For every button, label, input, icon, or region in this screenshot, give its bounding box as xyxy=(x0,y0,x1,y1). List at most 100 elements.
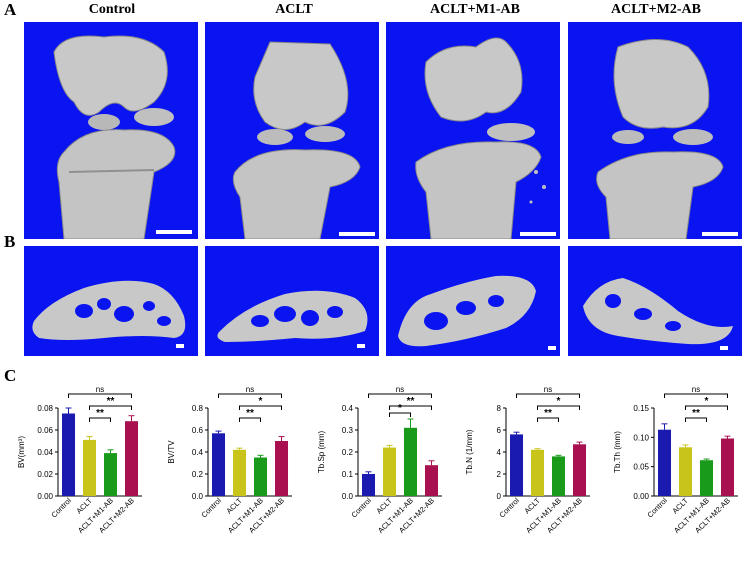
y-tick-label: 0.02 xyxy=(37,470,53,479)
bar-chart-tbsp: 0.0 0.1 0.2 0.3 0.4 Tb.Sp (mm) Control ACLT ACLT… xyxy=(300,378,450,561)
category-label: Control xyxy=(49,496,73,520)
category-label: Control xyxy=(645,496,669,520)
bar xyxy=(274,441,289,496)
bar-chart-tbn: 0 2 4 6 8 Tb.N (1/mm) Control ACLT ACLT+M1-AB ACL… xyxy=(448,378,598,561)
significance-label: ** xyxy=(544,408,552,419)
significance-label: ** xyxy=(692,408,700,419)
category-label: Control xyxy=(199,496,223,520)
y-axis-label: Tb.Sp (mm) xyxy=(317,431,326,474)
group-title-aclt-m1: ACLT+M1-AB xyxy=(430,2,520,17)
knee-render-aclt-m1 xyxy=(386,22,560,239)
bar xyxy=(382,447,397,496)
bar xyxy=(720,438,735,496)
bar-chart-bv: 0.00 0.02 0.04 0.06 0.08 BV(mm³) Control ACLT AC… xyxy=(0,378,150,561)
bar xyxy=(678,447,693,496)
significance-bracket xyxy=(389,412,411,417)
significance-label: * xyxy=(259,396,263,407)
y-axis-label: BV/TV xyxy=(167,440,176,464)
section-render-control xyxy=(24,246,198,356)
knee-render-aclt xyxy=(205,22,379,239)
significance-bracket xyxy=(368,393,432,398)
y-tick-label: 0.2 xyxy=(192,470,204,479)
bar xyxy=(124,421,139,496)
significance-bracket xyxy=(239,417,261,422)
y-tick-label: 0.15 xyxy=(633,404,649,413)
bar-chart-tbth: 0.00 0.05 0.10 0.15 Tb.Th (mm) Control ACLT ACL… xyxy=(596,378,745,561)
bar xyxy=(211,433,226,496)
y-tick-label: 0.1 xyxy=(342,470,354,479)
scale-bar xyxy=(176,344,184,348)
significance-bracket xyxy=(389,405,432,410)
significance-label: ** xyxy=(107,396,115,407)
bar xyxy=(82,439,97,496)
significance-label: ** xyxy=(96,408,104,419)
bar xyxy=(253,457,268,496)
scale-bar xyxy=(339,232,375,236)
scale-bar xyxy=(702,232,738,236)
bar-chart-tbsp-svg: 0.00.10.20.30.4Tb.Sp (mm)Control ACLTACLT… xyxy=(317,385,442,535)
y-axis-label: Tb.Th (mm) xyxy=(613,431,622,473)
significance-bracket xyxy=(89,405,132,410)
bar xyxy=(424,465,439,496)
y-tick-label: 0.8 xyxy=(192,404,204,413)
significance-label: ns xyxy=(246,385,254,394)
y-tick-label: 0.10 xyxy=(633,433,649,442)
bar xyxy=(572,444,587,496)
group-title-control: Control xyxy=(88,2,136,17)
scale-bar xyxy=(720,346,728,350)
y-tick-label: 0.04 xyxy=(37,448,53,457)
y-tick-label: 0.05 xyxy=(633,463,649,472)
significance-label: ** xyxy=(246,408,254,419)
significance-bracket xyxy=(685,417,707,422)
significance-bracket xyxy=(68,393,132,398)
significance-label: ns xyxy=(692,385,700,394)
significance-label: * xyxy=(557,396,561,407)
y-tick-label: 6 xyxy=(497,426,502,435)
bar xyxy=(699,460,714,496)
significance-bracket xyxy=(218,393,282,398)
bar xyxy=(232,449,247,496)
knee-render-aclt-m2 xyxy=(568,22,742,239)
bar xyxy=(530,449,545,496)
category-label: Control xyxy=(497,496,521,520)
significance-label: ns xyxy=(544,385,552,394)
significance-label: * xyxy=(705,396,709,407)
bar xyxy=(657,429,672,496)
y-tick-label: 0.3 xyxy=(342,426,354,435)
scale-bar xyxy=(357,344,365,348)
y-tick-label: 2 xyxy=(497,470,502,479)
bar xyxy=(361,474,376,496)
y-tick-label: 0.00 xyxy=(37,492,53,501)
y-tick-label: 0.08 xyxy=(37,404,53,413)
scale-bar xyxy=(156,230,192,234)
y-tick-label: 0.06 xyxy=(37,426,53,435)
y-axis-label: Tb.N (1/mm) xyxy=(465,429,474,474)
y-tick-label: 4 xyxy=(497,448,502,457)
section-render-aclt-m1 xyxy=(386,246,560,356)
scale-bar xyxy=(548,346,556,350)
panel-label-c: C xyxy=(4,366,17,385)
y-tick-label: 0.2 xyxy=(342,448,354,457)
significance-bracket xyxy=(537,405,580,410)
panel-label-b: B xyxy=(4,232,16,251)
category-label: Control xyxy=(349,496,373,520)
significance-bracket xyxy=(537,417,559,422)
y-tick-label: 0.6 xyxy=(192,426,204,435)
significance-bracket xyxy=(89,417,111,422)
y-tick-label: 0.4 xyxy=(342,404,354,413)
bar-chart-bvtv: 0.0 0.2 0.4 0.6 0.8 BV/TV Control ACLT ACLT+M1-A… xyxy=(150,378,300,561)
scale-bar xyxy=(520,232,556,236)
significance-bracket xyxy=(239,405,282,410)
significance-bracket xyxy=(664,393,728,398)
bar xyxy=(551,456,566,496)
bar xyxy=(61,413,76,496)
bar xyxy=(403,427,418,496)
y-tick-label: 0.4 xyxy=(192,448,204,457)
group-title-aclt-m2: ACLT+M2-AB xyxy=(611,2,701,17)
section-render-aclt-m2 xyxy=(568,246,742,356)
significance-label: * xyxy=(398,403,402,414)
knee-render-control xyxy=(24,22,198,239)
